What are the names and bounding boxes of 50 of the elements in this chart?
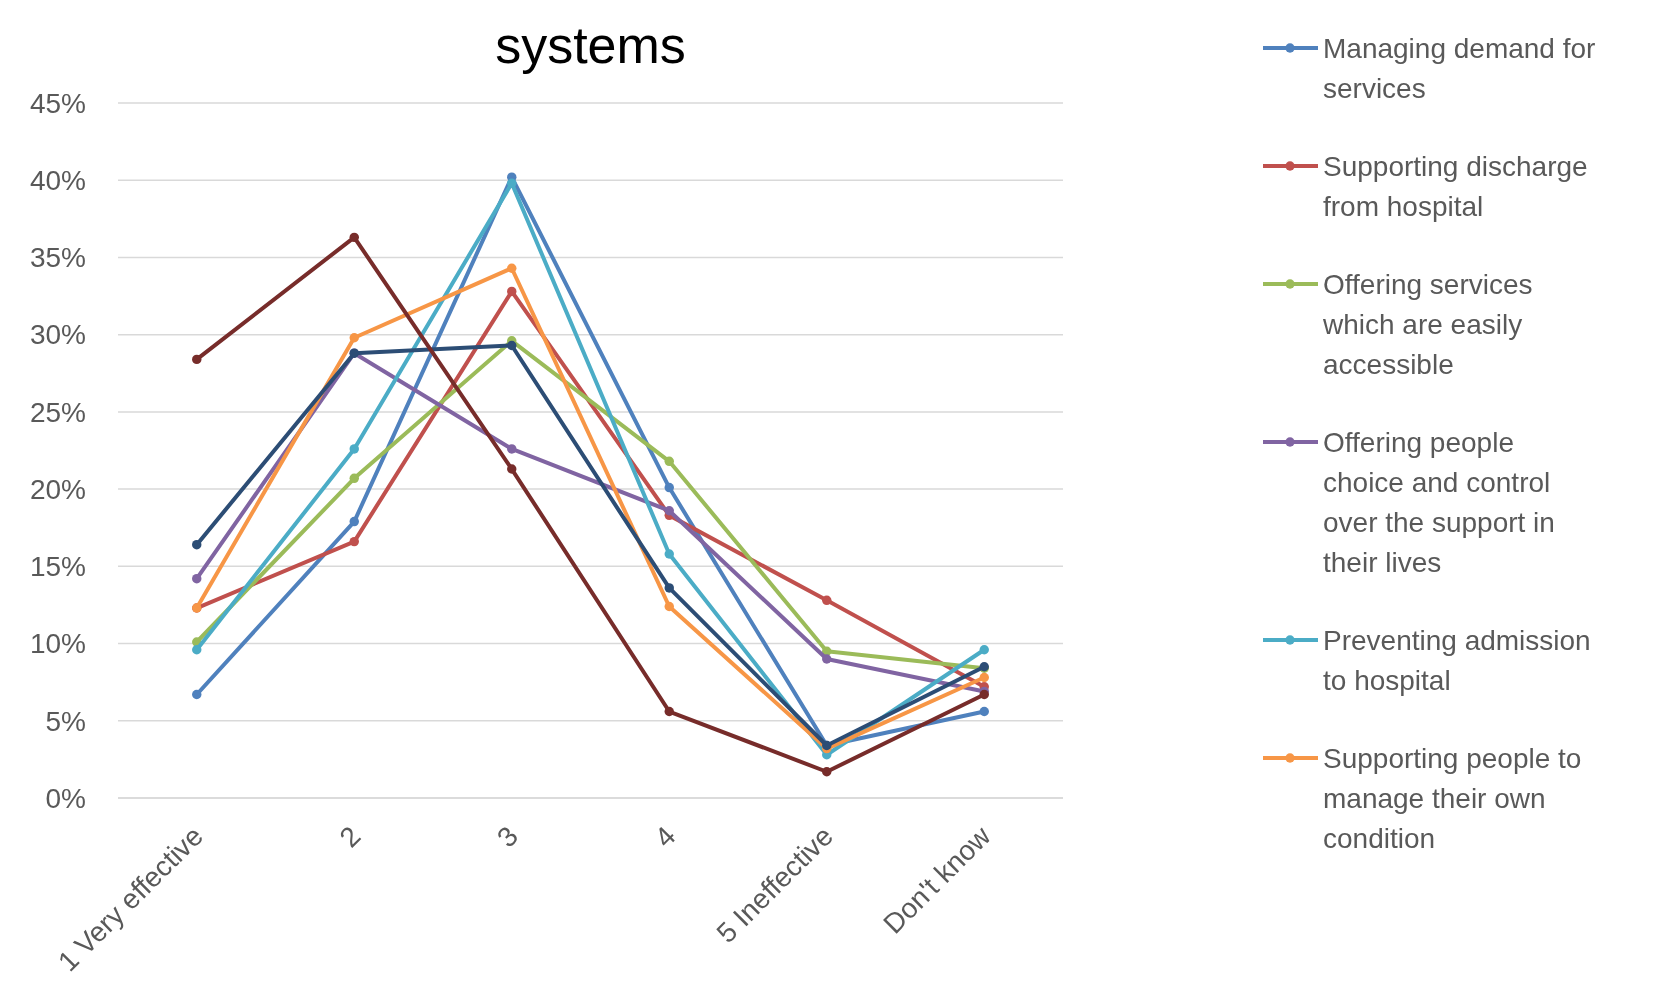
point bbox=[507, 340, 517, 351]
point bbox=[979, 672, 989, 683]
y-tick-label: 40% bbox=[29, 165, 86, 197]
chart-title: systems bbox=[495, 16, 686, 74]
point bbox=[507, 178, 517, 189]
point bbox=[979, 706, 989, 717]
point bbox=[507, 444, 517, 454]
x-tick-label: 4 bbox=[648, 820, 682, 854]
legend-label: Offering services which are easily accessible bbox=[1322, 268, 1533, 380]
y-tick-label: 25% bbox=[29, 396, 86, 428]
point bbox=[349, 333, 359, 343]
point bbox=[664, 706, 674, 717]
y-tick-label: 35% bbox=[29, 242, 86, 274]
y-tick-label: 30% bbox=[29, 319, 86, 351]
point bbox=[349, 516, 359, 527]
point bbox=[192, 540, 202, 550]
point bbox=[822, 654, 832, 664]
point bbox=[979, 645, 989, 655]
point bbox=[664, 549, 674, 559]
point bbox=[507, 263, 517, 273]
x-tick-label: 3 bbox=[491, 820, 524, 854]
point bbox=[822, 767, 832, 777]
point bbox=[192, 645, 202, 655]
y-tick-label: 0% bbox=[45, 782, 86, 814]
point bbox=[664, 601, 674, 612]
point bbox=[349, 536, 359, 547]
y-tick-label: 20% bbox=[29, 473, 86, 505]
point bbox=[192, 354, 202, 365]
legend-label: Supporting discharge from hospital bbox=[1323, 150, 1588, 222]
legend-label: Managing demand for services bbox=[1323, 32, 1596, 104]
point bbox=[349, 232, 359, 243]
point bbox=[349, 473, 359, 484]
legend-label: Supporting people to manage their own condition bbox=[1323, 742, 1582, 854]
x-tick-label: 2 bbox=[333, 820, 367, 854]
y-tick-label: 5% bbox=[45, 705, 86, 737]
point bbox=[507, 286, 517, 297]
point bbox=[664, 482, 674, 493]
point bbox=[507, 464, 517, 474]
point bbox=[192, 573, 202, 584]
y-tick-label: 15% bbox=[29, 551, 86, 583]
point bbox=[822, 595, 832, 606]
y-tick-label: 10% bbox=[29, 628, 86, 660]
y-tick-label: 45% bbox=[29, 87, 86, 119]
legend-label: Offering people choice and control over the support in their lives bbox=[1323, 426, 1555, 578]
legend-label: Preventing admission to hospital bbox=[1323, 624, 1591, 696]
point bbox=[664, 506, 674, 516]
point bbox=[664, 583, 674, 593]
point bbox=[349, 444, 359, 454]
point bbox=[192, 689, 202, 700]
point bbox=[664, 456, 674, 467]
